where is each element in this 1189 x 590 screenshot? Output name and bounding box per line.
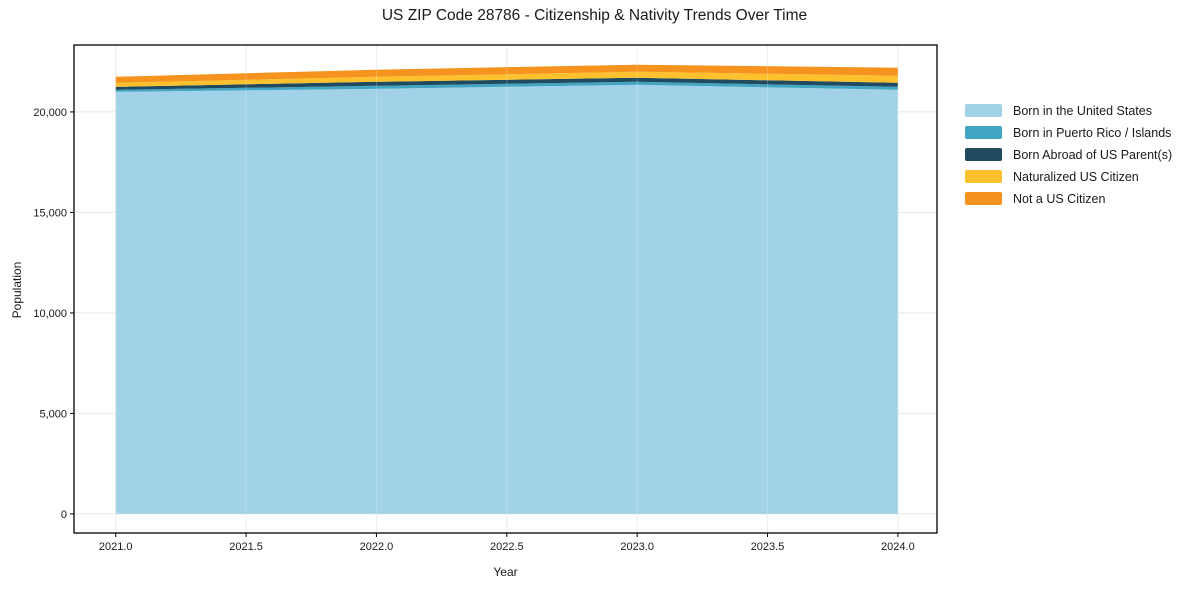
legend: Born in the United States Born in Puerto … xyxy=(965,104,1172,214)
legend-item-1: Born in Puerto Rico / Islands xyxy=(965,125,1172,140)
legend-swatch-icon xyxy=(965,126,1002,139)
x-tick-label: 2021.0 xyxy=(99,541,133,553)
y-tick-label: 0 xyxy=(61,509,67,521)
area-series-1 xyxy=(115,81,898,92)
area-series-0 xyxy=(115,84,898,514)
x-tick-label: 2022.0 xyxy=(360,541,394,553)
y-tick-label: 10,000 xyxy=(33,308,67,320)
y-axis-label: Population xyxy=(10,261,24,319)
legend-item-3: Naturalized US Citizen xyxy=(965,169,1172,184)
x-tick-label: 2023.0 xyxy=(620,541,654,553)
legend-label: Naturalized US Citizen xyxy=(1013,169,1139,184)
x-tick-label: 2022.5 xyxy=(490,541,524,553)
area-series-2 xyxy=(115,77,898,90)
legend-swatch-icon xyxy=(965,148,1002,161)
legend-label: Born Abroad of US Parent(s) xyxy=(1013,147,1173,162)
x-tick-label: 2024.0 xyxy=(881,541,915,553)
legend-label: Born in Puerto Rico / Islands xyxy=(1013,125,1172,140)
legend-item-2: Born Abroad of US Parent(s) xyxy=(965,147,1173,162)
y-tick-label: 15,000 xyxy=(33,207,67,219)
legend-label: Born in the United States xyxy=(1013,103,1152,118)
area-series-3 xyxy=(115,71,898,87)
legend-swatch-icon xyxy=(965,104,1002,117)
legend-item-0: Born in the United States xyxy=(965,103,1172,118)
x-axis-label: Year xyxy=(493,565,518,579)
legend-label: Not a US Citizen xyxy=(1013,191,1106,206)
legend-item-4: Not a US Citizen xyxy=(965,191,1172,206)
y-tick-label: 5,000 xyxy=(39,408,67,420)
legend-swatch-icon xyxy=(965,192,1002,205)
x-tick-label: 2023.5 xyxy=(751,541,785,553)
chart-title: US ZIP Code 28786 - Citizenship & Nativi… xyxy=(381,7,808,24)
x-tick-label: 2021.5 xyxy=(229,541,263,553)
y-tick-label: 20,000 xyxy=(33,107,67,119)
legend-swatch-icon xyxy=(965,170,1002,183)
plot-border xyxy=(73,44,938,534)
area-series-4 xyxy=(115,64,898,83)
